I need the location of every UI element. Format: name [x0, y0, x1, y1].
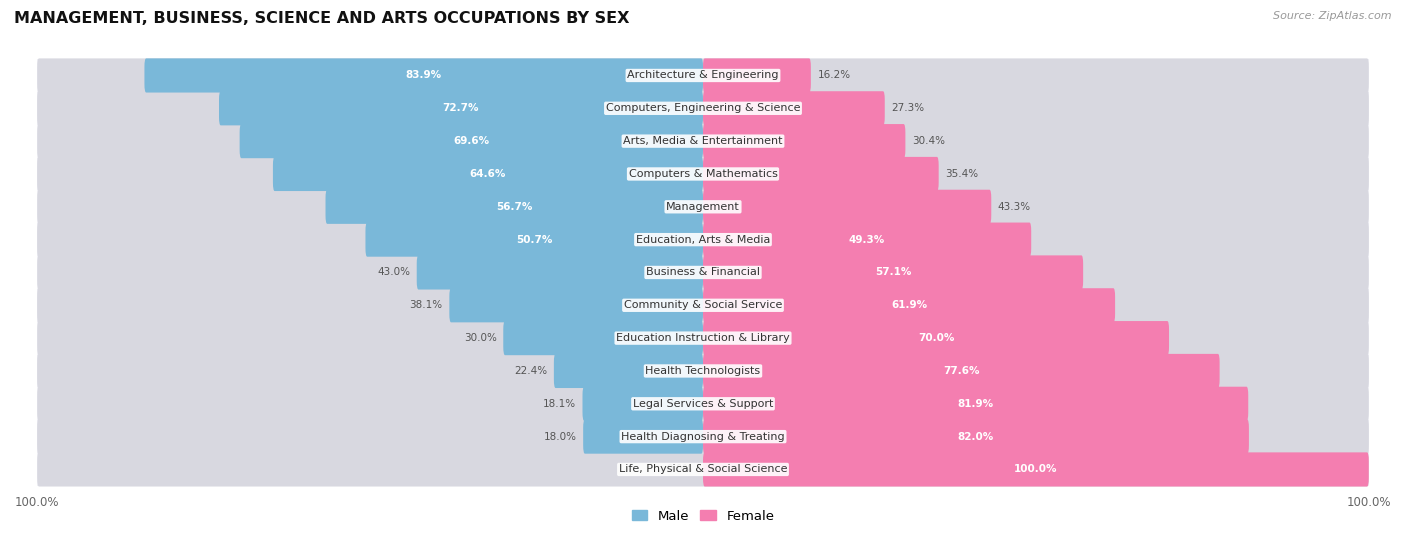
- FancyBboxPatch shape: [554, 354, 703, 388]
- Bar: [37, 453, 1369, 486]
- Text: MANAGEMENT, BUSINESS, SCIENCE AND ARTS OCCUPATIONS BY SEX: MANAGEMENT, BUSINESS, SCIENCE AND ARTS O…: [14, 11, 630, 26]
- Text: 82.0%: 82.0%: [957, 432, 994, 442]
- FancyBboxPatch shape: [583, 420, 703, 454]
- Text: Education, Arts & Media: Education, Arts & Media: [636, 235, 770, 245]
- Text: 43.3%: 43.3%: [998, 202, 1031, 212]
- Bar: [37, 420, 1369, 453]
- Text: 64.6%: 64.6%: [470, 169, 506, 179]
- Bar: [37, 256, 1369, 289]
- FancyBboxPatch shape: [703, 354, 1219, 388]
- FancyBboxPatch shape: [37, 321, 1369, 355]
- Text: 18.1%: 18.1%: [543, 399, 576, 409]
- FancyBboxPatch shape: [703, 387, 1249, 421]
- Text: Arts, Media & Entertainment: Arts, Media & Entertainment: [623, 136, 783, 146]
- FancyBboxPatch shape: [37, 222, 1369, 257]
- Text: 72.7%: 72.7%: [443, 103, 479, 113]
- FancyBboxPatch shape: [703, 124, 905, 158]
- FancyBboxPatch shape: [416, 255, 703, 290]
- FancyBboxPatch shape: [703, 288, 1115, 323]
- Text: Community & Social Service: Community & Social Service: [624, 300, 782, 310]
- FancyBboxPatch shape: [37, 288, 1369, 323]
- Bar: [37, 125, 1369, 158]
- Bar: [37, 191, 1369, 223]
- FancyBboxPatch shape: [37, 190, 1369, 224]
- FancyBboxPatch shape: [37, 387, 1369, 421]
- Bar: [37, 321, 1369, 354]
- Text: 70.0%: 70.0%: [918, 333, 955, 343]
- FancyBboxPatch shape: [37, 58, 1369, 93]
- FancyBboxPatch shape: [37, 452, 1369, 486]
- Text: Health Diagnosing & Treating: Health Diagnosing & Treating: [621, 432, 785, 442]
- Text: 83.9%: 83.9%: [406, 70, 441, 80]
- Text: Source: ZipAtlas.com: Source: ZipAtlas.com: [1274, 11, 1392, 21]
- Text: 43.0%: 43.0%: [377, 267, 411, 277]
- Text: Management: Management: [666, 202, 740, 212]
- Text: 30.0%: 30.0%: [464, 333, 496, 343]
- FancyBboxPatch shape: [703, 190, 991, 224]
- FancyBboxPatch shape: [703, 222, 1031, 257]
- Text: 77.6%: 77.6%: [943, 366, 980, 376]
- FancyBboxPatch shape: [273, 157, 703, 191]
- Text: Computers & Mathematics: Computers & Mathematics: [628, 169, 778, 179]
- FancyBboxPatch shape: [703, 321, 1168, 355]
- FancyBboxPatch shape: [703, 58, 811, 93]
- Text: Business & Financial: Business & Financial: [645, 267, 761, 277]
- Bar: [37, 387, 1369, 420]
- Text: 50.7%: 50.7%: [516, 235, 553, 245]
- Bar: [37, 289, 1369, 321]
- Text: 27.3%: 27.3%: [891, 103, 925, 113]
- Text: 57.1%: 57.1%: [875, 267, 911, 277]
- Bar: [37, 92, 1369, 125]
- Text: 30.4%: 30.4%: [912, 136, 945, 146]
- FancyBboxPatch shape: [37, 420, 1369, 454]
- FancyBboxPatch shape: [703, 157, 939, 191]
- FancyBboxPatch shape: [503, 321, 703, 355]
- Text: 22.4%: 22.4%: [515, 366, 547, 376]
- Text: 56.7%: 56.7%: [496, 202, 533, 212]
- Text: Life, Physical & Social Science: Life, Physical & Social Science: [619, 465, 787, 475]
- FancyBboxPatch shape: [219, 91, 703, 125]
- Text: 0.0%: 0.0%: [666, 465, 693, 475]
- FancyBboxPatch shape: [37, 354, 1369, 388]
- Text: 69.6%: 69.6%: [453, 136, 489, 146]
- FancyBboxPatch shape: [37, 157, 1369, 191]
- FancyBboxPatch shape: [703, 420, 1249, 454]
- Text: 61.9%: 61.9%: [891, 300, 927, 310]
- FancyBboxPatch shape: [703, 452, 1369, 486]
- Bar: [37, 59, 1369, 92]
- FancyBboxPatch shape: [326, 190, 703, 224]
- Legend: Male, Female: Male, Female: [626, 504, 780, 528]
- Text: Legal Services & Support: Legal Services & Support: [633, 399, 773, 409]
- Bar: [37, 354, 1369, 387]
- Text: 49.3%: 49.3%: [849, 235, 886, 245]
- Text: 100.0%: 100.0%: [1014, 465, 1057, 475]
- Text: Health Technologists: Health Technologists: [645, 366, 761, 376]
- Text: 81.9%: 81.9%: [957, 399, 994, 409]
- FancyBboxPatch shape: [703, 91, 884, 125]
- FancyBboxPatch shape: [450, 288, 703, 323]
- Text: Education Instruction & Library: Education Instruction & Library: [616, 333, 790, 343]
- FancyBboxPatch shape: [37, 91, 1369, 125]
- FancyBboxPatch shape: [703, 255, 1083, 290]
- FancyBboxPatch shape: [582, 387, 703, 421]
- Text: 38.1%: 38.1%: [409, 300, 443, 310]
- FancyBboxPatch shape: [37, 255, 1369, 290]
- Text: 18.0%: 18.0%: [544, 432, 576, 442]
- FancyBboxPatch shape: [145, 58, 703, 93]
- FancyBboxPatch shape: [239, 124, 703, 158]
- FancyBboxPatch shape: [37, 124, 1369, 158]
- Text: Architecture & Engineering: Architecture & Engineering: [627, 70, 779, 80]
- Text: 16.2%: 16.2%: [817, 70, 851, 80]
- FancyBboxPatch shape: [366, 222, 703, 257]
- Text: 35.4%: 35.4%: [945, 169, 979, 179]
- Text: Computers, Engineering & Science: Computers, Engineering & Science: [606, 103, 800, 113]
- Bar: [37, 223, 1369, 256]
- Bar: [37, 158, 1369, 191]
